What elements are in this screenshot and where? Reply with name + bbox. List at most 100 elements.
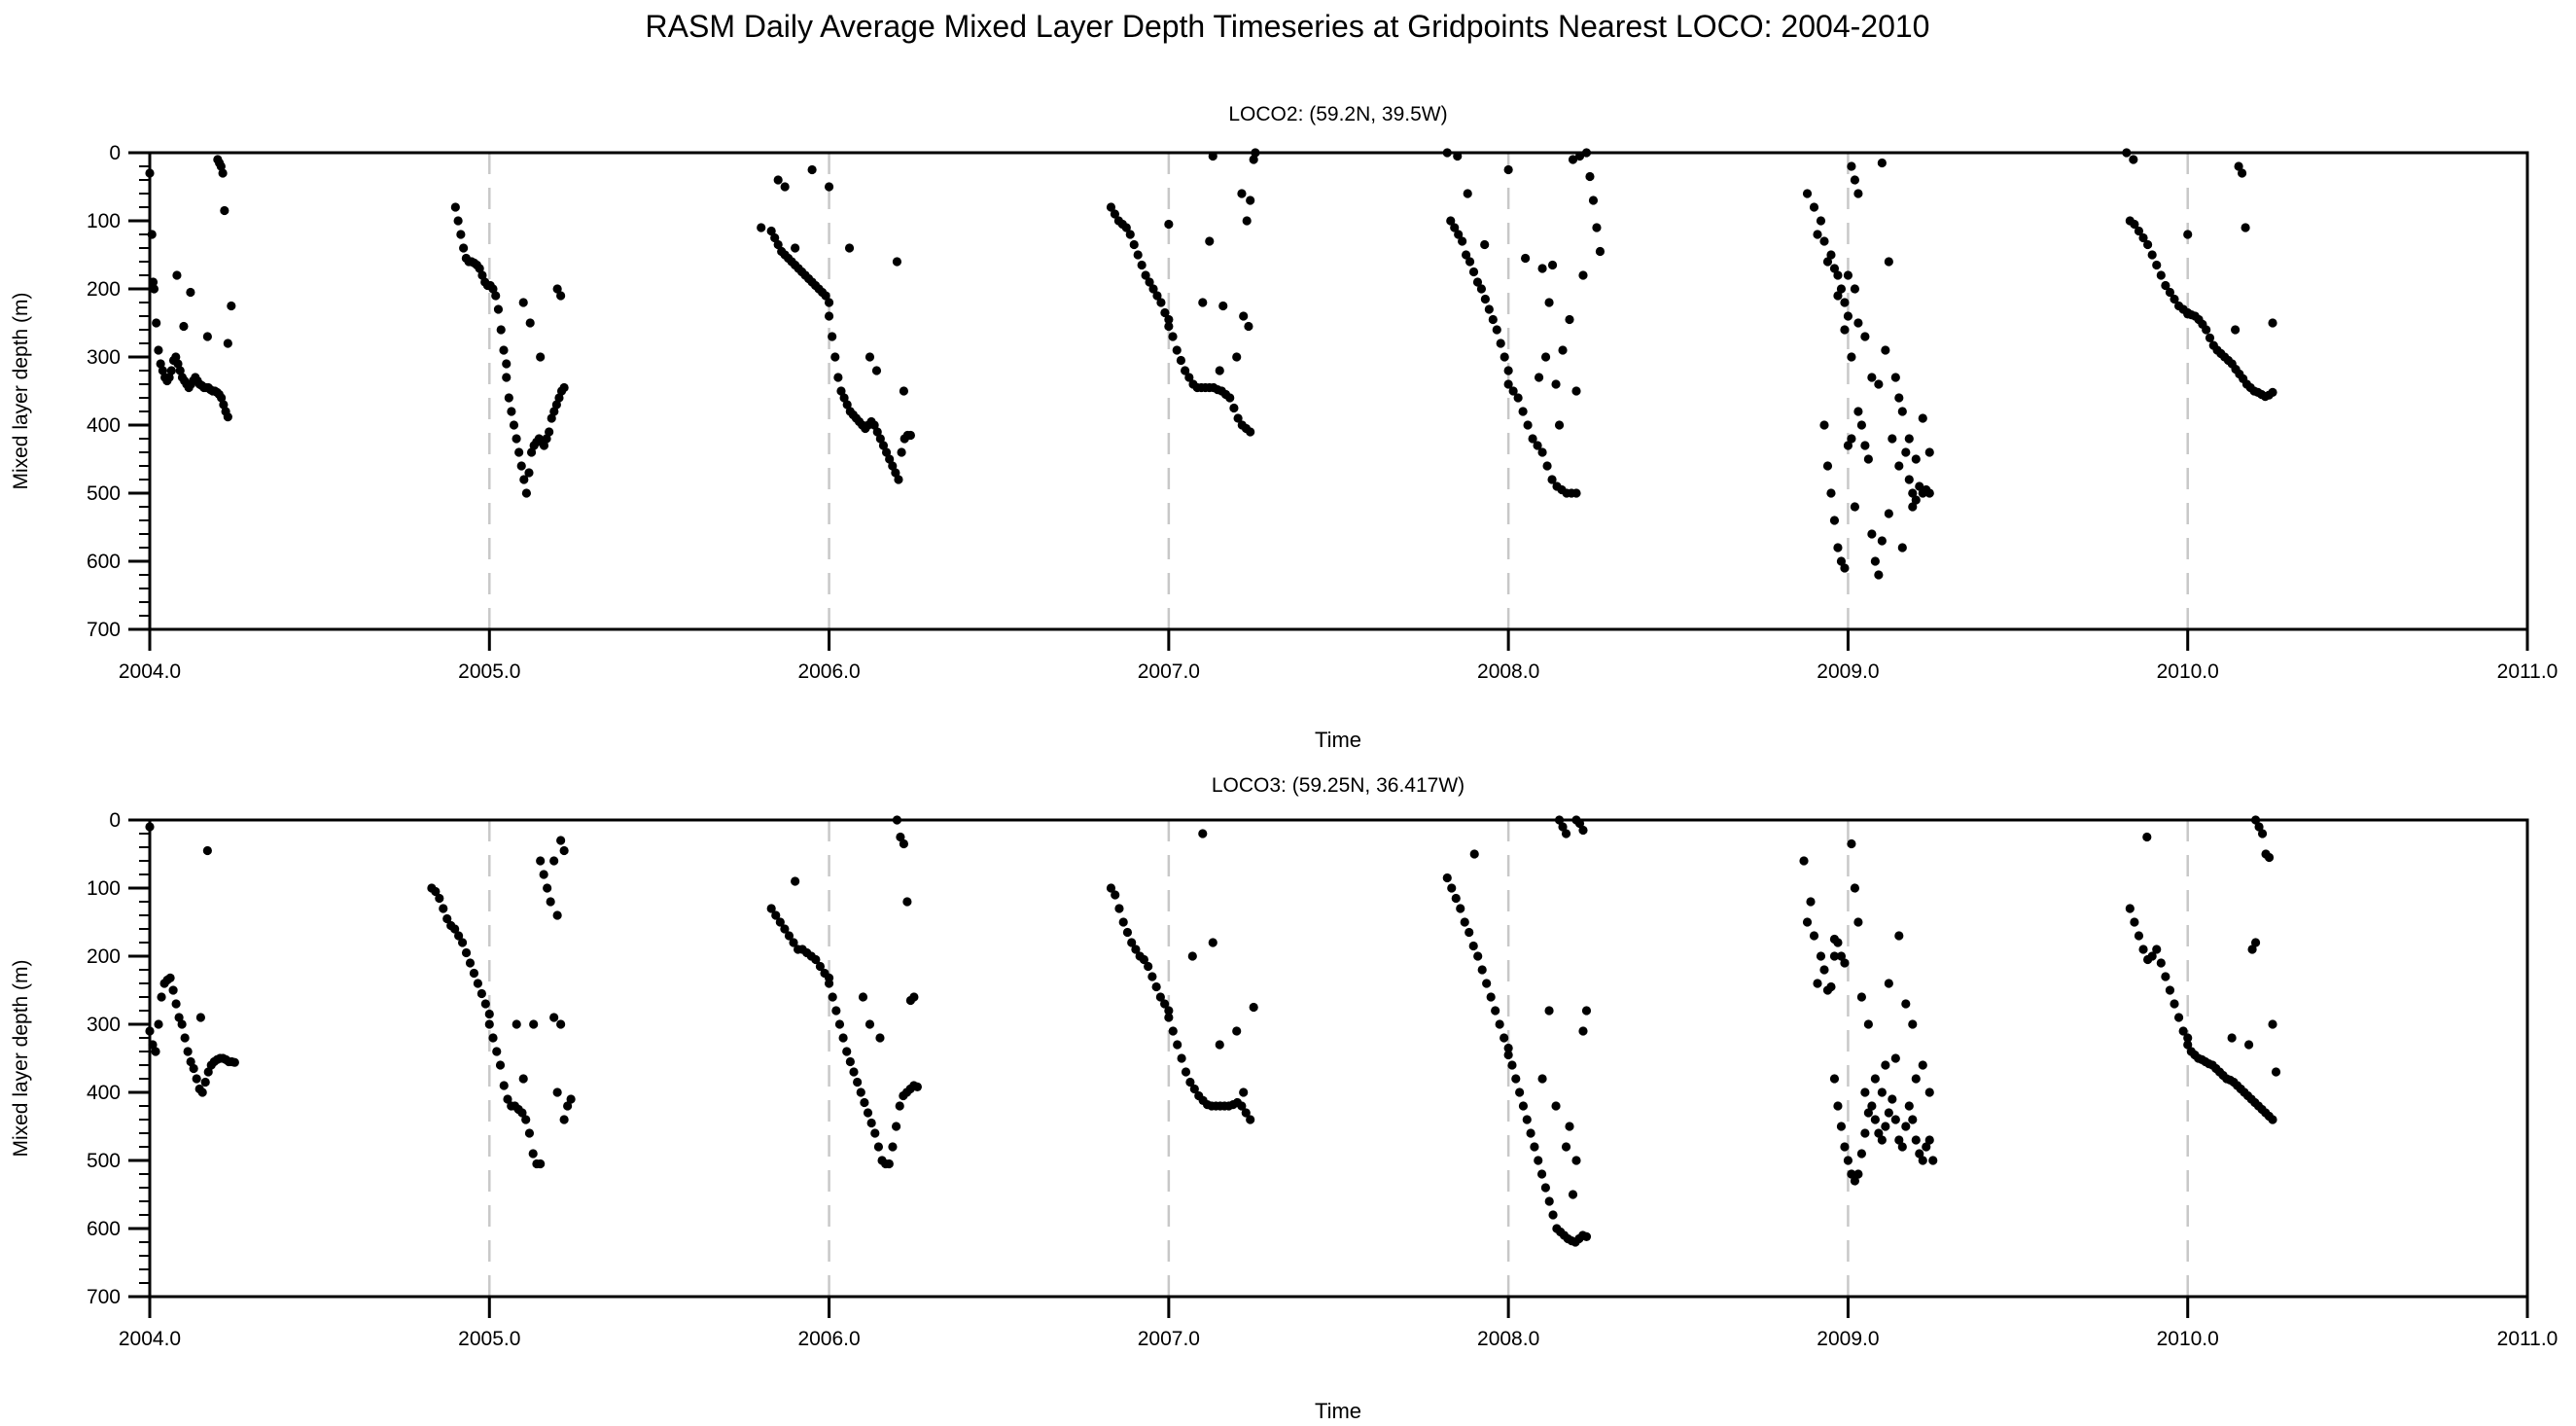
data-point [552, 910, 562, 920]
data-point [1127, 938, 1137, 947]
data-point [2183, 1040, 2193, 1050]
data-point [1141, 270, 1150, 280]
data-point [1168, 1026, 1178, 1036]
data-point [1129, 239, 1139, 250]
data-point [878, 441, 889, 450]
data-point [566, 1094, 576, 1104]
data-point [791, 876, 800, 886]
data-point [1185, 1077, 1195, 1087]
data-point [192, 1074, 201, 1084]
x-tick-label: 2010.0 [2157, 660, 2219, 683]
y-tick-label: 600 [87, 551, 121, 573]
data-point [771, 910, 781, 920]
data-point [1464, 257, 1475, 267]
data-point [1571, 1156, 1581, 1165]
data-point [1473, 951, 1483, 961]
data-point [488, 284, 498, 294]
x-tick-label: 2009.0 [1817, 1328, 1879, 1350]
data-point [1928, 1156, 1938, 1165]
y-tick-label: 600 [87, 1218, 121, 1240]
data-point [2227, 1033, 2237, 1043]
data-point [1152, 291, 1162, 301]
data-point [2183, 230, 2193, 239]
data-point [909, 992, 919, 1002]
data-point [1118, 917, 1128, 927]
data-point [512, 434, 521, 444]
chart-panel-loco3: LOCO3: (59.25N, 36.417W) Mixed layer dep… [10, 774, 2558, 1423]
data-point [1840, 1142, 1850, 1152]
data-point [1476, 284, 1487, 294]
data-point [1877, 536, 1887, 546]
data-point [499, 345, 509, 355]
data-point [1189, 1084, 1199, 1094]
data-point [1164, 1013, 1174, 1022]
data-point [519, 475, 529, 484]
data-point [1454, 230, 1464, 239]
x-tick-label: 2009.0 [1817, 660, 1879, 683]
data-point [872, 427, 882, 437]
data-point [1461, 250, 1471, 260]
data-point [1813, 230, 1822, 239]
data-point [784, 931, 794, 941]
data-point [1160, 307, 1170, 318]
data-point [475, 264, 484, 273]
data-point [1484, 304, 1494, 314]
data-point [521, 1115, 531, 1124]
data-point [1578, 270, 1588, 280]
data-point [149, 284, 159, 294]
data-point [2156, 958, 2166, 968]
data-point [1894, 461, 1904, 471]
data-point [2134, 931, 2144, 941]
data-point [1139, 954, 1149, 965]
data-point [156, 359, 165, 369]
data-point [807, 164, 817, 175]
data-point [477, 270, 487, 280]
data-point [849, 1067, 859, 1077]
data-point [1853, 1169, 1863, 1179]
data-point [552, 284, 562, 294]
data-point [2243, 1040, 2254, 1050]
data-point [1915, 481, 1924, 491]
data-point [1106, 883, 1116, 893]
data-point [1860, 332, 1870, 341]
data-point [833, 373, 843, 382]
data-point [824, 298, 834, 307]
data-point [2178, 1026, 2188, 1036]
data-point [1133, 250, 1143, 260]
data-point [1537, 447, 1547, 457]
data-point [2138, 945, 2148, 954]
data-point [1237, 189, 1247, 198]
data-point [1442, 873, 1452, 883]
data-point [824, 979, 834, 988]
data-point [509, 420, 519, 430]
data-point [839, 393, 849, 403]
data-point [1867, 529, 1877, 539]
data-point [1822, 461, 1833, 471]
data-point [1911, 495, 1921, 505]
data-point [1853, 318, 1863, 328]
data-point [186, 287, 195, 298]
data-point [518, 1074, 528, 1084]
data-point [2238, 168, 2247, 178]
data-point [836, 386, 846, 396]
data-point [552, 1087, 562, 1097]
data-point [1829, 951, 1840, 961]
data-point [2138, 232, 2148, 243]
data-point [1558, 822, 1568, 832]
data-point [168, 985, 178, 995]
data-point [2142, 832, 2152, 842]
data-point [899, 386, 909, 396]
data-point [1537, 264, 1547, 273]
data-point [456, 230, 466, 239]
data-point [1544, 298, 1554, 307]
data-point [1472, 277, 1483, 287]
data-point [865, 352, 875, 362]
data-point [504, 393, 513, 403]
data-point [1847, 434, 1856, 444]
data-point [496, 325, 506, 335]
y-tick-label: 200 [87, 278, 121, 301]
data-point [218, 168, 228, 178]
data-point [894, 475, 903, 484]
data-point [559, 845, 569, 856]
data-point [1843, 1156, 1853, 1165]
